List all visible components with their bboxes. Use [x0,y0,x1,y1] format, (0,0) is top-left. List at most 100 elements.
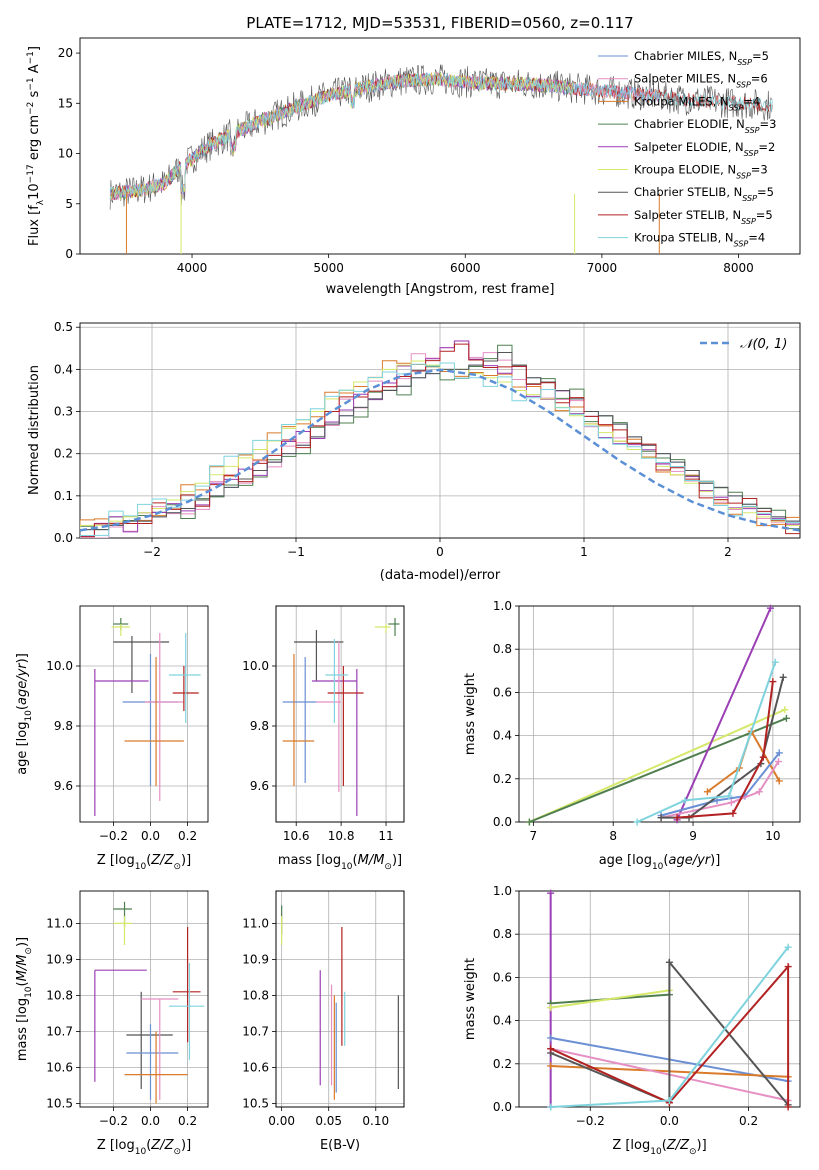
y-tick-label: 0.4 [493,729,512,743]
y-tick-label: 10.0 [46,659,73,673]
y-tick-label: 10.7 [242,1024,269,1038]
label-part: age [log [15,722,30,775]
weight-line [528,708,786,823]
legend-sub: SSP [729,103,744,112]
y-tick-label: 9.8 [250,719,269,733]
label-part: ( [353,853,358,868]
y-tick-label: 0.2 [493,772,512,786]
x-tick-label: 0.2 [739,1114,758,1128]
spectrum-line [109,64,773,210]
y-axis-label: mass weight [463,673,478,755]
y-tick-label: 0.5 [54,320,73,334]
label-part: ⊙ [384,862,392,872]
label-part: ⊙ [24,947,34,955]
mass_vs_Z-panel: −0.2 0.0 0.2 10.5 10.6 10.7 10.8 10.9 11.0 Z [log… [15,890,209,1157]
y-tick-label: 0.0 [493,1100,512,1114]
spectrum-lines [109,64,773,254]
x-tick-label: 11 [378,829,393,843]
legend-sub: SSP [737,58,752,67]
label-part: Z [log [97,1138,135,1153]
label-part: 10 [135,862,147,872]
x-tick-label: −2 [143,545,161,559]
y-tick-label: 10.8 [242,988,269,1002]
residuals-panel: −2 −1 0 1 2 0.0 0.1 0.2 0.3 0.4 0.5 𝒩(0, 1) (data-mo… [27,320,801,583]
y-tick-label: 10.5 [46,1096,73,1110]
legend-value: =6 [751,72,768,86]
axes-frame [518,890,801,1108]
legend-entry: 𝒩(0, 1) [740,337,787,352]
label-part: Z/Z [666,1138,690,1153]
x-tick-label: 9 [689,829,697,843]
legend-entry: Chabrier STELIB, NSSP=5 [634,185,774,203]
label-part: )] [181,1138,191,1153]
axes-frame [79,322,801,539]
x-tick-label: 5000 [313,261,344,275]
x-axis-label: (data-model)/error [380,568,501,583]
x-tick-label: −0.2 [99,1114,128,1128]
spectrum-line [109,72,773,201]
y-tick-label: 0.4 [493,1014,512,1028]
y-tick-label: 11.0 [242,916,269,930]
weight-line [550,989,670,1009]
legend-value: =3 [760,117,777,131]
x-tick-label: 0 [436,545,444,559]
x-tick-label: 7 [530,829,538,843]
age_vs_Z-panel: −0.2 0.0 0.29.69.810.0Z [log10(Z/Z⊙)]age [… [15,605,209,872]
axes-frame [518,605,801,823]
legend-entry: Salpeter STELIB, NSSP=5 [634,208,773,226]
y-tick-label: 10.9 [242,952,269,966]
y-axis-label: mass weight [463,958,478,1040]
y-tick-label: 15 [58,96,73,110]
y-tick-label: 0.6 [493,685,512,699]
label-part: age [log [599,853,652,868]
x-tick-label: 0.0 [141,1114,160,1128]
legend-value: =5 [752,49,769,63]
label-part: 10 [135,1147,147,1157]
label-part: ( [15,981,30,986]
label-part: A [27,64,42,77]
x-tick-label: 10.6 [283,829,310,843]
y-tick-label: 0.0 [493,815,512,829]
legend-sub: SSP [741,216,756,225]
y-tick-label: 9.6 [54,779,73,793]
label-part: −1 [26,51,36,64]
x-axis-label: Z [log10(Z/Z⊙)] [97,853,191,872]
y-axis-label: age [log10(age/yr)] [15,653,34,775]
x-tick-label: 0.2 [178,1114,197,1128]
legend-entry: Kroupa STELIB, NSSP=4 [634,231,765,249]
y-tick-label: 1.0 [493,884,512,898]
label-part: ( [15,705,30,710]
y-tick-label: 0.3 [54,405,73,419]
label-part: M/M [15,955,30,982]
label-part: 10 [341,862,353,872]
weight-line [550,959,789,1106]
axes-frame [79,890,209,1108]
axes-frame [275,605,405,823]
x-tick-label: 4000 [177,261,208,275]
y-tick-label: 0 [65,247,73,261]
label-part: Flux [f [27,205,42,246]
label-part: −1 [26,77,36,90]
label-part: )] [15,937,30,947]
y-tick-label: 20 [58,46,73,60]
legend-entry: Chabrier MILES, NSSP=5 [634,49,769,67]
x-tick-label: 0.10 [362,1114,389,1128]
y-tick-label: 0.6 [493,970,512,984]
label-part: Normed distribution [27,365,42,495]
label-part: −2 [26,102,36,115]
label-part: mass weight [463,958,478,1040]
label-part: )] [181,853,191,868]
weight_vs_Z-panel: −0.2 0.0 0.2 0.0 0.2 0.4 0.6 0.8 1.0 Z [log10(Z/Z… [463,884,801,1157]
legend-text: Salpeter MILES, N [634,72,736,86]
weight-line [529,717,787,823]
axes-frame [79,37,801,255]
x-tick-label: 0.00 [268,1114,295,1128]
residual-histogram [80,343,800,538]
label-part: )] [710,853,720,868]
axes-frame [275,890,405,1108]
spectrum-line [109,71,575,201]
legend-entry: Kroupa ELODIE, NSSP=3 [634,163,768,181]
legend-value: =2 [758,140,775,154]
legend-entry: Chabrier ELODIE, NSSP=3 [634,117,776,135]
